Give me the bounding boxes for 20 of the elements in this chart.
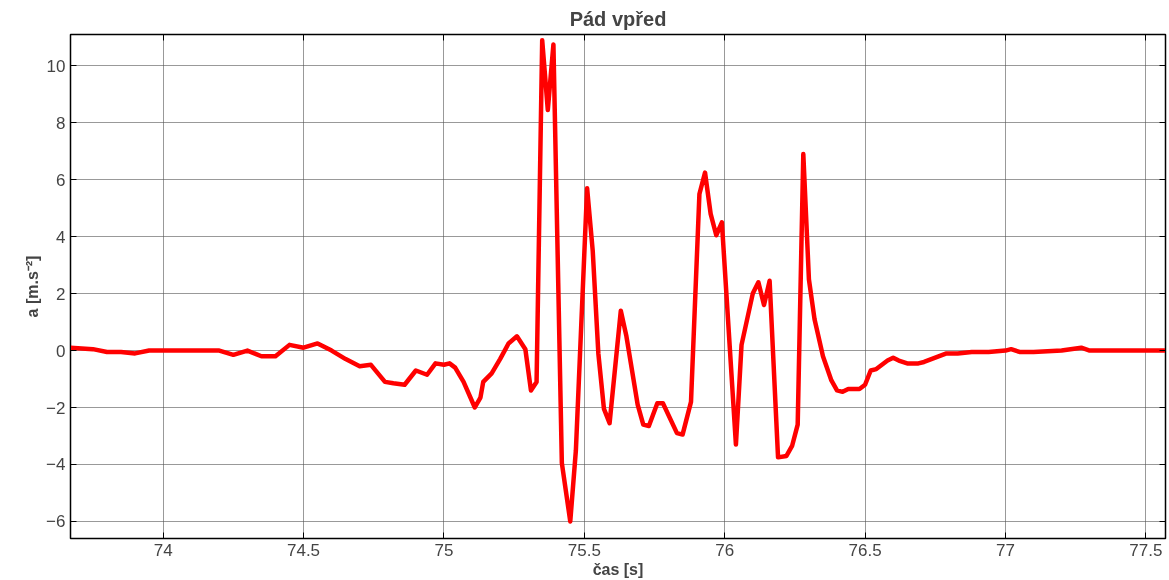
x-tick-label: 75.5 bbox=[567, 540, 601, 560]
x-tick-label: 76.5 bbox=[848, 540, 882, 560]
y-axis-title: a [m.s⁻²] bbox=[24, 255, 42, 318]
y-tick-label: −4 bbox=[46, 455, 66, 475]
y-tick-label: 2 bbox=[56, 284, 66, 304]
y-tick-label: 10 bbox=[46, 56, 66, 76]
x-tick-label: 77 bbox=[996, 540, 1015, 560]
y-tick-label: −2 bbox=[46, 398, 66, 418]
y-tick-label: 0 bbox=[56, 341, 66, 361]
x-tick-label: 75 bbox=[434, 540, 454, 560]
x-tick-label: 74.5 bbox=[286, 540, 321, 560]
y-tick-label: 8 bbox=[56, 113, 66, 133]
x-tick-label: 76 bbox=[715, 540, 735, 560]
chart-title: Pád vpřed bbox=[569, 7, 667, 30]
y-tick-label: 4 bbox=[56, 227, 66, 247]
x-axis-title: čas [s] bbox=[592, 560, 644, 578]
x-tick-label: 77.5 bbox=[1129, 540, 1163, 560]
y-tick-label: −6 bbox=[46, 512, 66, 532]
x-tick-label: 74 bbox=[153, 540, 173, 560]
y-tick-label: 6 bbox=[56, 170, 66, 190]
